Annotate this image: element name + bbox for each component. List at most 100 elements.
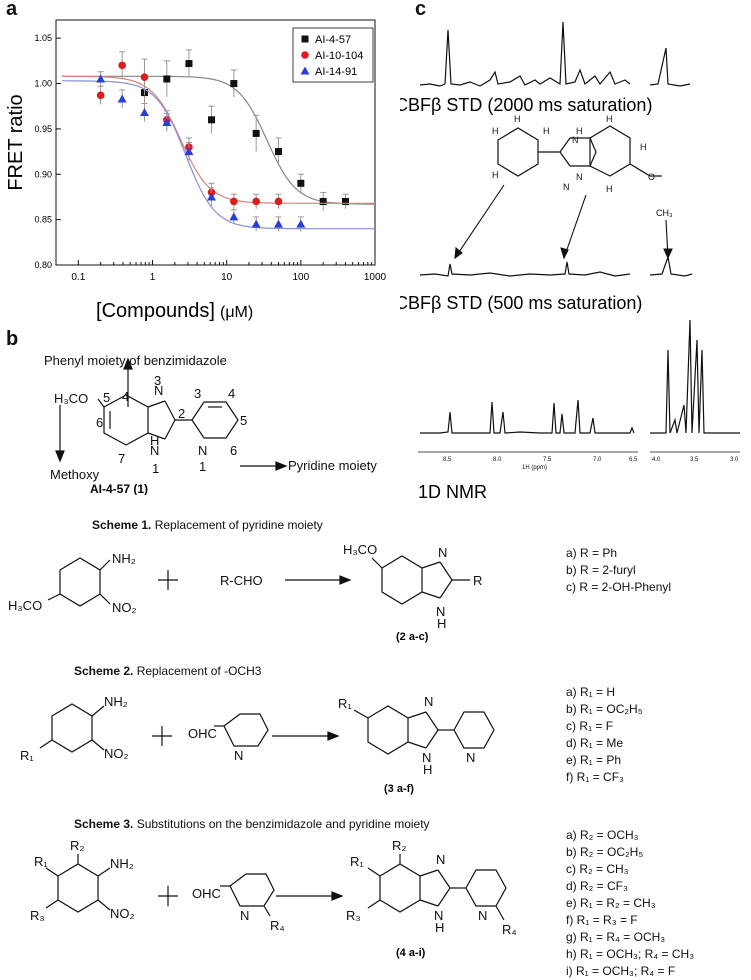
svg-text:N: N: [150, 443, 159, 458]
data-point: [296, 219, 306, 228]
scheme1-reagent: R-CHO: [220, 573, 263, 588]
legend-marker: [300, 66, 310, 75]
nmr-panel: CBFβ STD (2000 ms saturation) HHH HNH NN…: [400, 21, 740, 502]
svg-text:H: H: [150, 433, 159, 448]
svg-text:N: N: [466, 750, 475, 765]
ppm-tick: 7.5: [543, 457, 552, 463]
list-item: b) R = 2-furyl: [566, 563, 636, 577]
x-axis-unit: (μM): [220, 304, 253, 321]
y-tick-label: 0.85: [34, 215, 52, 225]
svg-text:N: N: [576, 172, 583, 182]
svg-text:H: H: [435, 920, 444, 935]
svg-text:2: 2: [178, 406, 185, 421]
data-point: [275, 148, 283, 156]
svg-text:N: N: [563, 182, 570, 192]
legend-label: AI-10-104: [315, 50, 363, 62]
svg-text:5: 5: [240, 413, 247, 428]
panel-letter-a: a: [6, 0, 18, 20]
x-tick-label: 1: [150, 272, 156, 283]
data-point: [230, 197, 238, 206]
data-point: [163, 75, 171, 83]
data-point: [96, 91, 105, 100]
ppm-tick: 8.5: [443, 457, 452, 463]
data-point: [341, 197, 349, 205]
svg-text:N: N: [422, 750, 431, 765]
svg-text:CH₃: CH₃: [656, 208, 673, 218]
list-item: i) R₁ = OCH₃; R₄ = F: [566, 964, 676, 978]
fret-chart: 0.1 1 10 100 1000 0.80 0.85 0.90 0.95 1.00 1.05 FRE…: [5, 19, 387, 322]
y-axis-label: FRET ratio: [5, 94, 27, 190]
svg-text:OHC: OHC: [188, 726, 217, 741]
data-point: [140, 73, 149, 81]
panel-letter-b: b: [6, 328, 19, 350]
data-point: [319, 197, 327, 205]
svg-text:R₄: R₄: [502, 922, 517, 937]
nmr-1d-label: 1D NMR: [418, 482, 487, 502]
fit-curve-AI-14-91: [61, 80, 375, 230]
svg-text:H: H: [606, 114, 613, 124]
list-item: c) R₂ = CH₃: [566, 862, 629, 876]
list-item: h) R₁ = OCH₃; R₄ = CH₃: [566, 947, 695, 961]
svg-text:NH₂: NH₂: [104, 694, 128, 709]
svg-text:N: N: [240, 908, 249, 923]
x-tick-label: 1000: [364, 272, 387, 283]
list-item: a) R = Ph: [566, 546, 618, 560]
svg-text:H: H: [640, 142, 647, 152]
svg-text:N: N: [478, 908, 487, 923]
y-tick-label: 1.00: [34, 79, 52, 89]
svg-text:H: H: [543, 126, 550, 136]
nmr-molecule-structure: [497, 125, 662, 177]
scheme2-substituent-list: a) R₁ = H b) R₁ = OC₂H₅ c) R₁ = F d) R₁ …: [566, 684, 643, 786]
svg-text:NO₂: NO₂: [104, 746, 129, 761]
scheme2-title: Scheme 2. Replacement of -OCH3: [74, 664, 262, 678]
y-tick-label: 0.90: [34, 169, 52, 179]
list-item: d) R₁ = Me: [566, 736, 624, 750]
ppm-tick: 6.5: [629, 457, 638, 463]
ppm-tick: 3.5: [690, 457, 699, 463]
svg-text:4: 4: [228, 386, 235, 401]
data-point: [118, 61, 126, 70]
svg-text:R₂: R₂: [392, 838, 406, 853]
data-point: [207, 192, 217, 201]
data-point: [184, 147, 194, 156]
ppm-tick: 3.0: [730, 457, 739, 463]
ppm-tick: 8.0: [493, 457, 502, 463]
svg-text:4: 4: [122, 389, 129, 404]
data-point: [208, 116, 216, 124]
svg-text:3: 3: [194, 386, 201, 401]
scheme3-substituent-list: a) R₂ = OCH₃ b) R₂ = OC₂H₅ c) R₂ = CH₃ d…: [566, 827, 694, 980]
phenyl-moiety-label: Phenyl moiety of benzimidazole: [44, 353, 227, 368]
svg-text:H: H: [606, 184, 613, 194]
x-tick-label: 10: [221, 272, 233, 283]
svg-text:H: H: [423, 762, 432, 777]
x-axis-label: [Compounds]: [96, 300, 215, 322]
y-tick-label: 1.05: [34, 33, 52, 43]
scheme3-product-label: (4 a-i): [396, 947, 426, 959]
list-item: d) R₂ = CF₃: [566, 879, 628, 893]
data-point: [185, 60, 193, 68]
legend-label: AI-14-91: [315, 66, 357, 78]
svg-text:H₃CO: H₃CO: [54, 391, 88, 406]
list-item: a) R₁ = H: [566, 685, 616, 699]
y-tick-label: 0.80: [34, 260, 52, 270]
svg-text:R₂: R₂: [70, 838, 84, 853]
nmr-1d-trace: [420, 399, 635, 434]
std-500-trace-right: [649, 254, 693, 277]
data-point: [252, 197, 260, 206]
fit-curve-AI-10-104: [61, 75, 375, 204]
svg-text:NO₂: NO₂: [110, 906, 135, 921]
scheme2-product-label: (3 a-f): [384, 783, 414, 795]
svg-text:N: N: [436, 604, 445, 619]
scheme1-title: Scheme 1. Replacement of pyridine moiety: [92, 518, 323, 532]
svg-text:OHC: OHC: [192, 886, 221, 901]
data-point: [229, 212, 239, 221]
svg-text:1: 1: [199, 459, 206, 474]
svg-text:NH₂: NH₂: [112, 551, 136, 566]
ppm-tick: 4.0: [652, 457, 661, 463]
list-item: f) R₁ = CF₃: [566, 770, 624, 784]
std-500-trace: [419, 261, 631, 277]
methoxy-label: Methoxy: [50, 467, 100, 482]
svg-text:R: R: [473, 573, 482, 588]
svg-text:N: N: [436, 852, 445, 867]
